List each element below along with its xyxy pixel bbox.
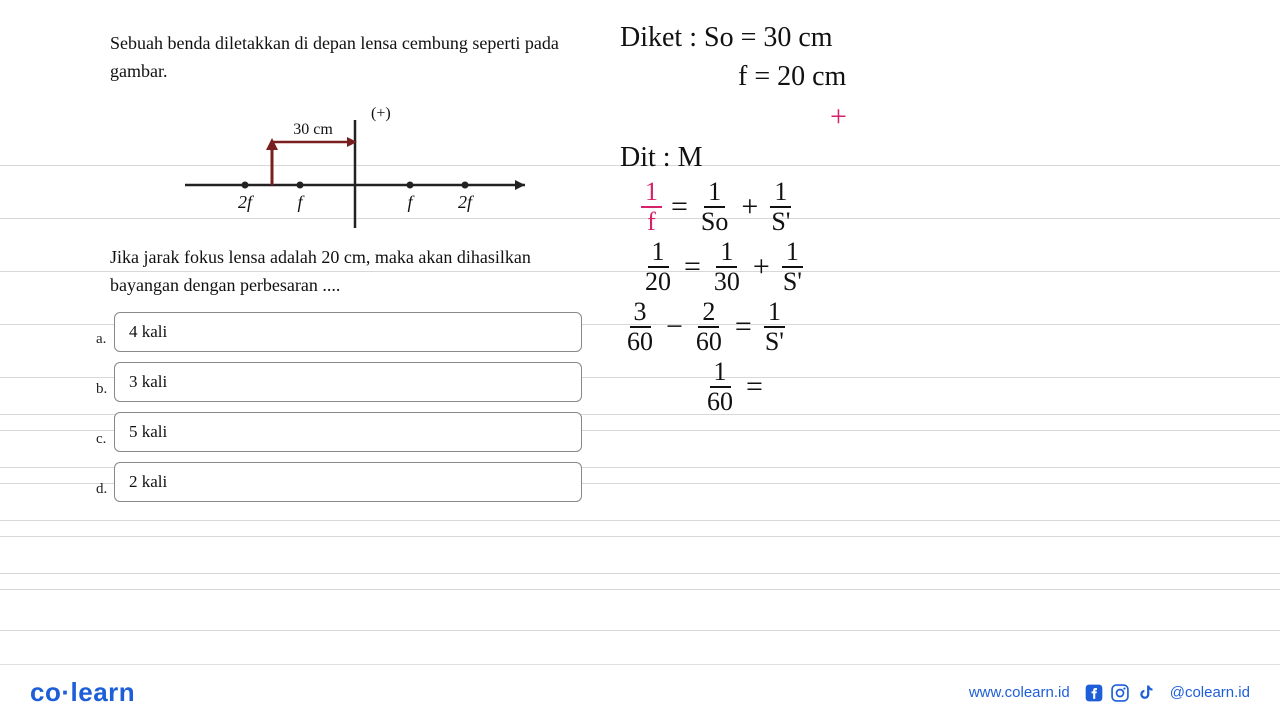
option-b[interactable]: b. 3 kali: [96, 362, 600, 402]
so-value: So = 30 cm: [704, 22, 833, 53]
instagram-icon[interactable]: [1110, 683, 1130, 703]
option-box: 3 kali: [114, 362, 582, 402]
svg-text:2f: 2f: [458, 192, 475, 212]
option-letter: d.: [96, 481, 112, 498]
plus-annotation: +: [830, 98, 1040, 136]
handwritten-solution: Diket : So = 30 cm f = 20 cm + Dit : M 1…: [620, 20, 1040, 419]
svg-text:2f: 2f: [238, 192, 255, 212]
lens-step1: 360 − 260 = 1S': [620, 299, 1040, 355]
option-box: 5 kali: [114, 412, 582, 452]
option-c[interactable]: c. 5 kali: [96, 412, 600, 452]
option-box: 4 kali: [114, 312, 582, 352]
distance-label: 30 cm: [293, 121, 333, 138]
lens-diagram: 2f f f 2f 30 cm (+): [175, 100, 535, 230]
option-letter: a.: [96, 331, 112, 348]
lens-step2: 160 =: [700, 359, 1040, 415]
lens-formula: 1f = 1So + 1S': [638, 179, 1040, 235]
facebook-icon[interactable]: [1084, 683, 1104, 703]
diket-label: Diket :: [620, 22, 697, 53]
social-handle[interactable]: @colearn.id: [1170, 684, 1250, 701]
lens-substitution: 120 = 130 + 1S': [638, 239, 1040, 295]
plus-label: (+): [371, 105, 391, 122]
dit-label: Dit :: [620, 142, 671, 173]
social-icons: [1084, 683, 1156, 703]
svg-text:f: f: [297, 192, 305, 212]
tiktok-icon[interactable]: [1136, 683, 1156, 703]
option-box: 2 kali: [114, 462, 582, 502]
dit-value: M: [678, 142, 703, 173]
options-list: a. 4 kali b. 3 kali c. 5 kali d. 2 kali: [96, 312, 600, 502]
svg-text:f: f: [407, 192, 415, 212]
f-value: f = 20 cm: [738, 61, 846, 92]
option-letter: c.: [96, 431, 112, 448]
footer: co·learn www.colearn.id @colearn.id: [0, 664, 1280, 720]
question-followup: Jika jarak fokus lensa adalah 20 cm, mak…: [110, 244, 600, 300]
question-intro: Sebuah benda diletakkan di depan lensa c…: [110, 30, 600, 86]
question-panel: Sebuah benda diletakkan di depan lensa c…: [110, 30, 600, 512]
brand-logo: co·learn: [30, 677, 135, 708]
option-letter: b.: [96, 381, 112, 398]
option-a[interactable]: a. 4 kali: [96, 312, 600, 352]
option-d[interactable]: d. 2 kali: [96, 462, 600, 502]
footer-url[interactable]: www.colearn.id: [969, 684, 1070, 701]
